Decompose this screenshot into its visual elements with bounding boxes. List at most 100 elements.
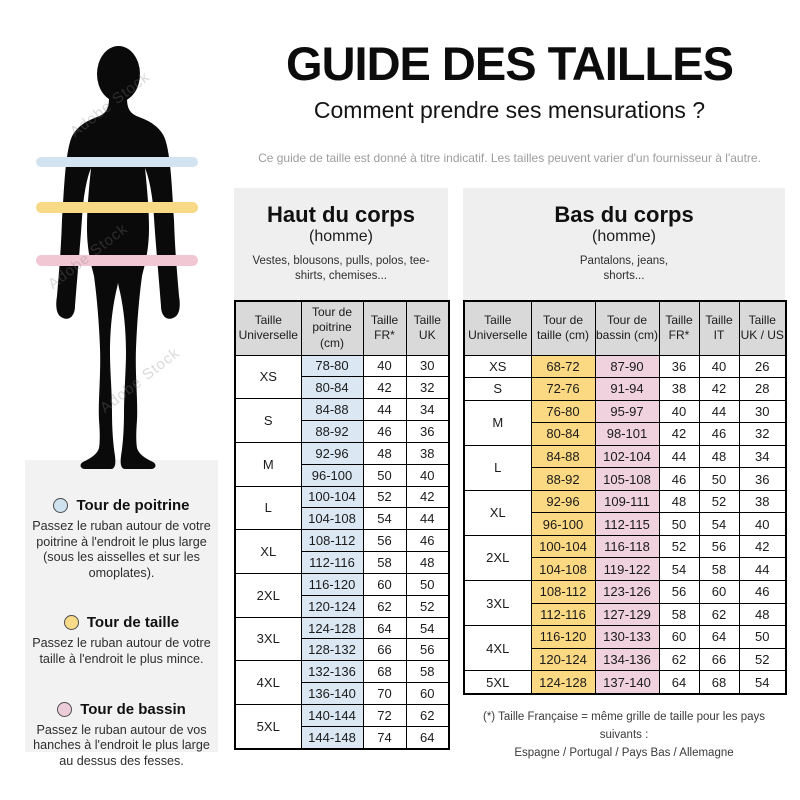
hip-color-dot-icon [57, 701, 73, 717]
table-row: 88-92 105-108 46 50 36 [464, 467, 787, 491]
legend-description: Passez le ruban autour de votre taille à… [32, 636, 211, 667]
value-cell: 72-76 [530, 377, 596, 401]
column-header: Taille UK / US [738, 300, 787, 356]
value-cell: 52 [698, 489, 740, 514]
value-cell: 102-104 [594, 444, 660, 469]
value-cell: 112-116 [300, 551, 364, 574]
value-cell: 52 [362, 485, 407, 509]
value-cell: 108-112 [300, 529, 364, 553]
table-row: 112-116 127-129 58 62 48 [464, 602, 787, 627]
value-cell: 64 [362, 616, 407, 640]
size-cell: 4XL [234, 660, 302, 705]
chest-color-dot-icon [53, 498, 69, 513]
value-cell: 124-128 [530, 670, 596, 695]
value-cell: 52 [658, 534, 700, 559]
value-cell: 44 [405, 507, 450, 531]
value-cell: 109-111 [594, 489, 660, 514]
section-title: Haut du corps [267, 202, 415, 227]
value-cell: 120-124 [530, 647, 596, 672]
value-cell: 30 [738, 399, 787, 424]
size-cell: S [234, 398, 302, 443]
table-row: 3XL 124-128 64 54 [234, 616, 450, 662]
value-cell: 100-104 [530, 534, 596, 559]
value-cell: 62 [362, 594, 407, 618]
value-cell: 64 [698, 625, 740, 649]
value-cell: 130-133 [594, 625, 660, 649]
value-cell: 84-88 [530, 444, 596, 469]
value-cell: 87-90 [594, 354, 660, 379]
value-cell: 28 [738, 377, 787, 401]
value-cell: 72 [362, 704, 407, 727]
size-cell: 5XL [234, 704, 302, 750]
value-cell: 58 [698, 557, 740, 581]
size-cell: 5XL [463, 670, 532, 695]
value-cell: 78-80 [300, 354, 364, 378]
hip-measure-band [36, 255, 198, 266]
value-cell: 46 [362, 420, 407, 443]
value-cell: 76-80 [530, 399, 596, 424]
value-cell: 124-128 [300, 616, 364, 640]
value-cell: 140-144 [300, 704, 364, 727]
size-cell: 4XL [463, 625, 532, 672]
column-header: Taille IT [698, 300, 740, 356]
value-cell: 40 [658, 399, 700, 424]
legend-description: Passez le ruban autour de votre poitrine… [32, 519, 211, 580]
table-row: S 84-88 44 34 [234, 398, 450, 443]
value-cell: 62 [405, 704, 450, 727]
value-cell: 42 [738, 534, 787, 559]
table-row: 2XL 100-104 116-118 52 56 42 [463, 534, 787, 581]
value-cell: 46 [738, 579, 787, 604]
value-cell: 74 [362, 725, 407, 750]
value-cell: 116-120 [530, 625, 596, 649]
value-cell: 96-100 [300, 463, 364, 487]
value-cell: 58 [658, 602, 700, 627]
value-cell: 104-108 [300, 507, 364, 531]
value-cell: 38 [658, 377, 700, 401]
value-cell: 112-116 [530, 602, 596, 627]
value-cell: 56 [405, 638, 450, 662]
value-cell: 80-84 [530, 422, 596, 446]
size-cell: S [463, 377, 532, 401]
legend-title: Tour de taille [86, 614, 180, 632]
table-row: S 72-76 91-94 38 42 28 [463, 377, 787, 401]
value-cell: 46 [405, 529, 450, 553]
column-header: Taille Universelle [463, 300, 532, 356]
value-cell: 116-118 [594, 534, 660, 559]
table-row: 96-100 112-115 50 54 40 [464, 512, 787, 536]
table-row: XL 92-96 109-111 48 52 38 [463, 489, 787, 536]
value-cell: 84-88 [300, 398, 364, 422]
value-cell: 88-92 [300, 420, 364, 443]
value-cell: 68-72 [530, 354, 596, 379]
table-row: XS 68-72 87-90 36 40 26 [463, 354, 787, 379]
value-cell: 68 [698, 670, 740, 695]
value-cell: 40 [362, 354, 407, 378]
column-header: Tour de bassin (cm) [594, 300, 660, 356]
size-cell: XL [234, 529, 302, 574]
table-row: 4XL 116-120 130-133 60 64 50 [463, 625, 787, 672]
value-cell: 62 [658, 647, 700, 672]
size-cell: XS [234, 354, 302, 400]
value-cell: 60 [658, 625, 700, 649]
waist-color-dot-icon [63, 615, 79, 631]
value-cell: 44 [698, 399, 740, 424]
size-cell: L [234, 485, 302, 531]
page-subtitle: Comment prendre ses mensurations ? [313, 96, 706, 123]
page-title: GUIDE DES TAILLES [286, 37, 734, 90]
section-title: Bas du corps [554, 202, 694, 227]
table-row: 120-124 134-136 62 66 52 [464, 647, 787, 672]
lower-body-section-header: Bas du corps (homme) Pantalons, jeans, s… [463, 188, 785, 300]
footnote-line2: Espagne / Portugal / Pays Bas / Allemagn… [514, 746, 734, 759]
table-row: 3XL 108-112 123-126 56 60 46 [463, 579, 787, 627]
legend-item-poitrine: Tour de poitrine Passez le ruban autour … [31, 497, 212, 581]
table-row: 4XL 132-136 68 58 [234, 660, 450, 705]
table-row: M 76-80 95-97 40 44 30 [463, 399, 787, 446]
table-row: M 92-96 48 38 [234, 441, 450, 487]
value-cell: 58 [362, 551, 407, 574]
value-cell: 48 [698, 444, 740, 469]
legend-head: Tour de poitrine [31, 497, 212, 514]
table-row: 80-84 98-101 42 46 32 [464, 422, 787, 446]
size-cell: XL [463, 489, 532, 536]
value-cell: 92-96 [300, 441, 364, 465]
section-caption: Vestes, blousons, pulls, polos, tee-shir… [252, 255, 430, 283]
value-cell: 52 [738, 647, 787, 672]
